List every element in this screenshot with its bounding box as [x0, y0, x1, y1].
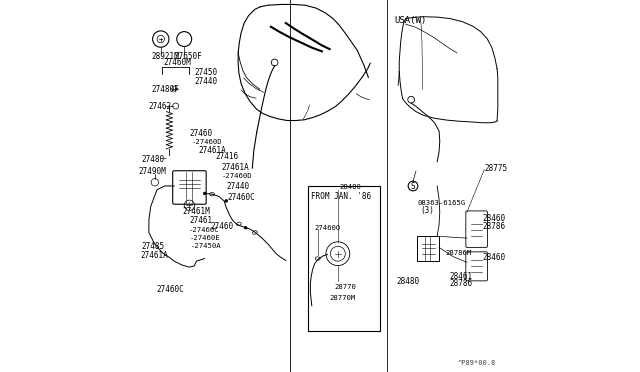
- Text: -27450A: -27450A: [191, 243, 221, 249]
- Text: 27460: 27460: [211, 222, 234, 231]
- Text: 28480: 28480: [339, 184, 361, 190]
- Text: -27460E: -27460E: [190, 235, 220, 241]
- Text: USA(W): USA(W): [394, 16, 427, 25]
- FancyBboxPatch shape: [466, 252, 488, 281]
- Text: 28460: 28460: [483, 253, 506, 262]
- Bar: [417, 236, 439, 261]
- Text: FROM JAN. '86: FROM JAN. '86: [311, 192, 371, 201]
- Text: 28786M: 28786M: [445, 250, 472, 256]
- Bar: [308, 186, 380, 331]
- Text: 27461A: 27461A: [221, 163, 249, 172]
- Text: 28461: 28461: [449, 272, 472, 280]
- Text: (3): (3): [420, 206, 434, 215]
- Text: 28775: 28775: [484, 164, 508, 173]
- Text: 27460O: 27460O: [314, 225, 340, 231]
- Text: 27485: 27485: [141, 242, 164, 251]
- Text: 27480F: 27480F: [152, 85, 180, 94]
- FancyBboxPatch shape: [173, 171, 206, 204]
- Text: 08363-6165G: 08363-6165G: [417, 200, 465, 206]
- Text: 27461A: 27461A: [198, 146, 226, 155]
- Text: 28786: 28786: [449, 279, 472, 288]
- Text: 28460: 28460: [483, 214, 506, 223]
- Text: 27462: 27462: [149, 102, 172, 110]
- Text: 27450: 27450: [195, 68, 218, 77]
- Text: 27461A: 27461A: [141, 251, 168, 260]
- Text: 27490M: 27490M: [138, 167, 166, 176]
- Text: 28770: 28770: [335, 284, 356, 290]
- Text: 28480: 28480: [396, 278, 419, 286]
- Text: 27460C: 27460C: [228, 193, 255, 202]
- Circle shape: [244, 226, 247, 229]
- Text: 27460C: 27460C: [156, 285, 184, 294]
- Text: 28786: 28786: [483, 222, 506, 231]
- Text: -27460D: -27460D: [221, 173, 252, 179]
- Text: 27460M: 27460M: [164, 58, 191, 67]
- Text: 27461: 27461: [189, 216, 212, 225]
- Text: ^P89*00.8: ^P89*00.8: [458, 360, 496, 366]
- FancyBboxPatch shape: [466, 211, 488, 247]
- Circle shape: [203, 192, 206, 195]
- Text: S: S: [411, 182, 415, 190]
- Text: -27460C: -27460C: [189, 227, 220, 233]
- Text: 28921M: 28921M: [151, 52, 179, 61]
- Text: 27416: 27416: [215, 153, 238, 161]
- Circle shape: [225, 199, 228, 202]
- Text: 27440: 27440: [195, 77, 218, 86]
- Text: 27480: 27480: [141, 155, 164, 164]
- Text: 27460: 27460: [190, 129, 213, 138]
- Text: 27650F: 27650F: [175, 52, 203, 61]
- Text: 28770M: 28770M: [330, 295, 356, 301]
- Text: 27440: 27440: [227, 182, 250, 191]
- Text: -27460D: -27460D: [191, 139, 222, 145]
- Text: 27461M: 27461M: [182, 207, 210, 216]
